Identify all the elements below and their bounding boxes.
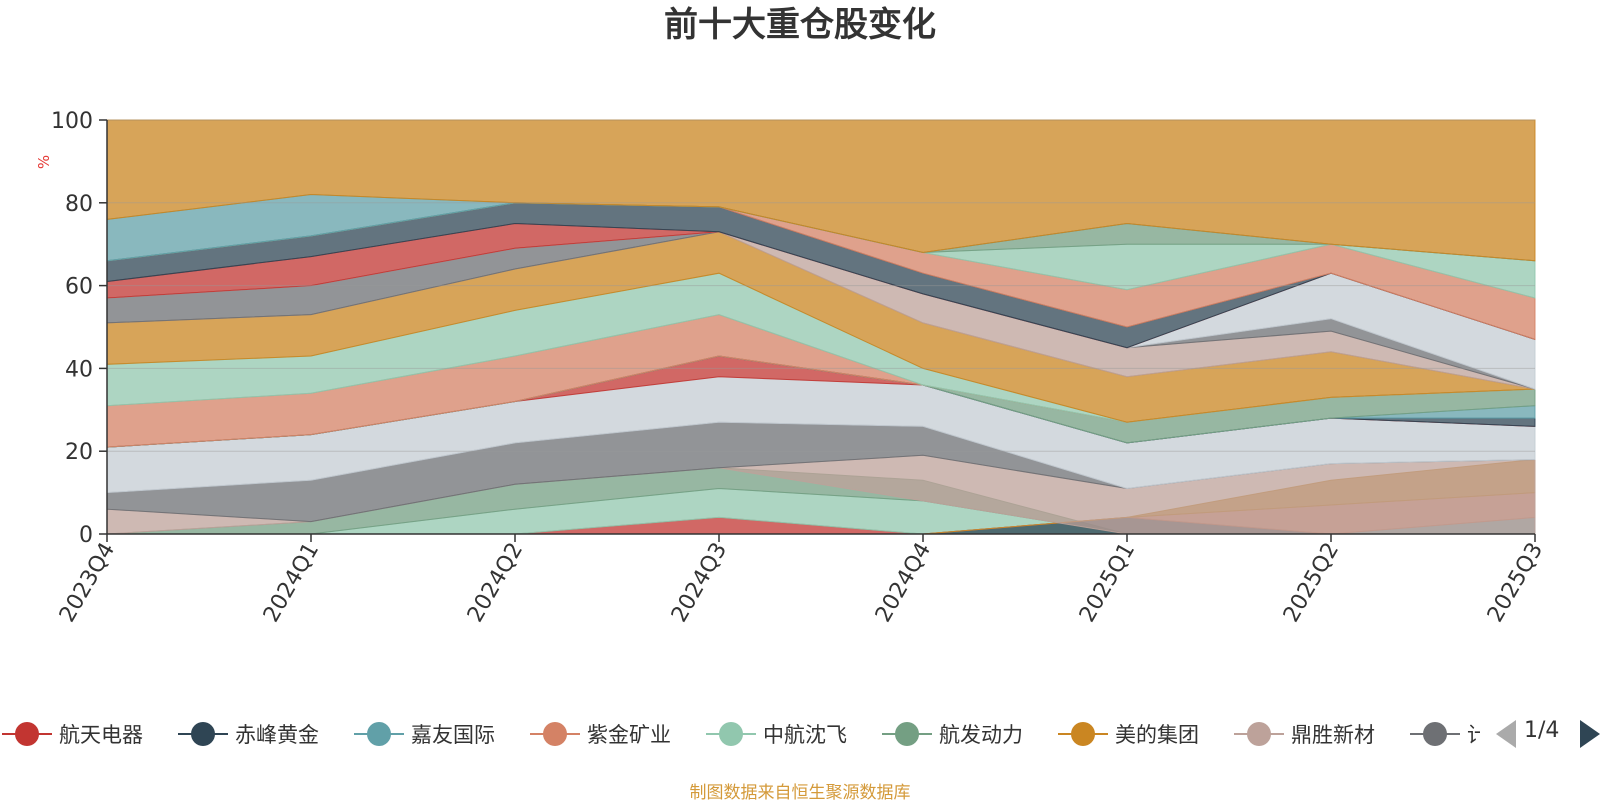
x-tick-label-5: 2025Q1 [1075, 539, 1140, 627]
y-tick-label-4: 80 [65, 192, 93, 217]
data-source-note: 制图数据来自恒生聚源数据库 [689, 783, 911, 803]
legend-page-indicator: 1/4 [1524, 718, 1560, 743]
legend-item[interactable]: 航发动力 [882, 712, 1023, 756]
y-tick-label-2: 40 [65, 357, 93, 382]
legend-marker-icon [1058, 722, 1108, 746]
legend-marker-icon [354, 722, 404, 746]
legend-marker-icon [530, 722, 580, 746]
legend-item[interactable]: 航天电器 [2, 712, 143, 756]
chart-title: 前十大重仓股变化 [664, 5, 936, 45]
x-tick-label-3: 2024Q3 [667, 539, 732, 627]
legend-item[interactable]: 嘉友国际 [354, 712, 495, 756]
legend-label: 计 [1467, 723, 1480, 747]
legend-marker-icon [1410, 722, 1460, 746]
y-tick-label-1: 20 [65, 440, 93, 465]
y-tick-label-3: 60 [65, 275, 93, 300]
legend-marker-icon [882, 722, 932, 746]
legend-item[interactable]: 鼎胜新材 [1234, 712, 1375, 756]
legend-label: 鼎胜新材 [1291, 723, 1375, 747]
x-tick-label-7: 2025Q3 [1483, 539, 1548, 627]
legend-label: 紫金矿业 [587, 723, 671, 747]
x-tick-label-6: 2025Q2 [1279, 539, 1344, 627]
grid-lines [107, 119, 1535, 452]
legend-pager: 1/4 [1496, 716, 1600, 752]
legend-marker-icon [2, 722, 52, 746]
area-band-26 [106, 119, 1536, 262]
y-tick-label-5: 100 [51, 109, 93, 134]
y-axis-unit: % [35, 155, 53, 169]
legend-label: 赤峰黄金 [235, 723, 319, 747]
legend-label: 嘉友国际 [411, 723, 495, 747]
x-tick-label-2: 2024Q2 [463, 539, 528, 627]
legend-next-page-icon[interactable] [1580, 720, 1600, 748]
legend-label: 航天电器 [59, 723, 143, 747]
legend-marker-icon [178, 722, 228, 746]
legend-label: 中航沈飞 [763, 723, 847, 747]
y-tick-label-0: 0 [79, 523, 93, 548]
legend-item[interactable]: 美的集团 [1058, 712, 1199, 756]
chart-area: 0 20 40 60 80 100 2023Q4 2024Q1 2024Q2 2024Q3 2024… [35, 109, 1548, 627]
legend-prev-page-icon[interactable] [1496, 720, 1516, 748]
x-tick-label-0: 2023Q4 [55, 539, 120, 627]
legend-item[interactable]: 中航沈飞 [706, 712, 847, 756]
legend: 航天电器 赤峰黄金 嘉友国际 紫金矿业 中航沈飞 航发动力 美的集团 鼎胜新材 计 [0, 712, 1480, 756]
legend-item[interactable]: 紫金矿业 [530, 712, 671, 756]
legend-label: 航发动力 [939, 723, 1023, 747]
legend-marker-icon [1234, 722, 1284, 746]
legend-item[interactable]: 计 [1410, 712, 1480, 756]
area-bands [106, 119, 1536, 535]
x-tick-label-1: 2024Q1 [259, 539, 324, 627]
legend-label: 美的集团 [1115, 723, 1199, 747]
legend-marker-icon [706, 722, 756, 746]
x-tick-label-4: 2024Q4 [871, 539, 936, 627]
legend-item[interactable]: 赤峰黄金 [178, 712, 319, 756]
